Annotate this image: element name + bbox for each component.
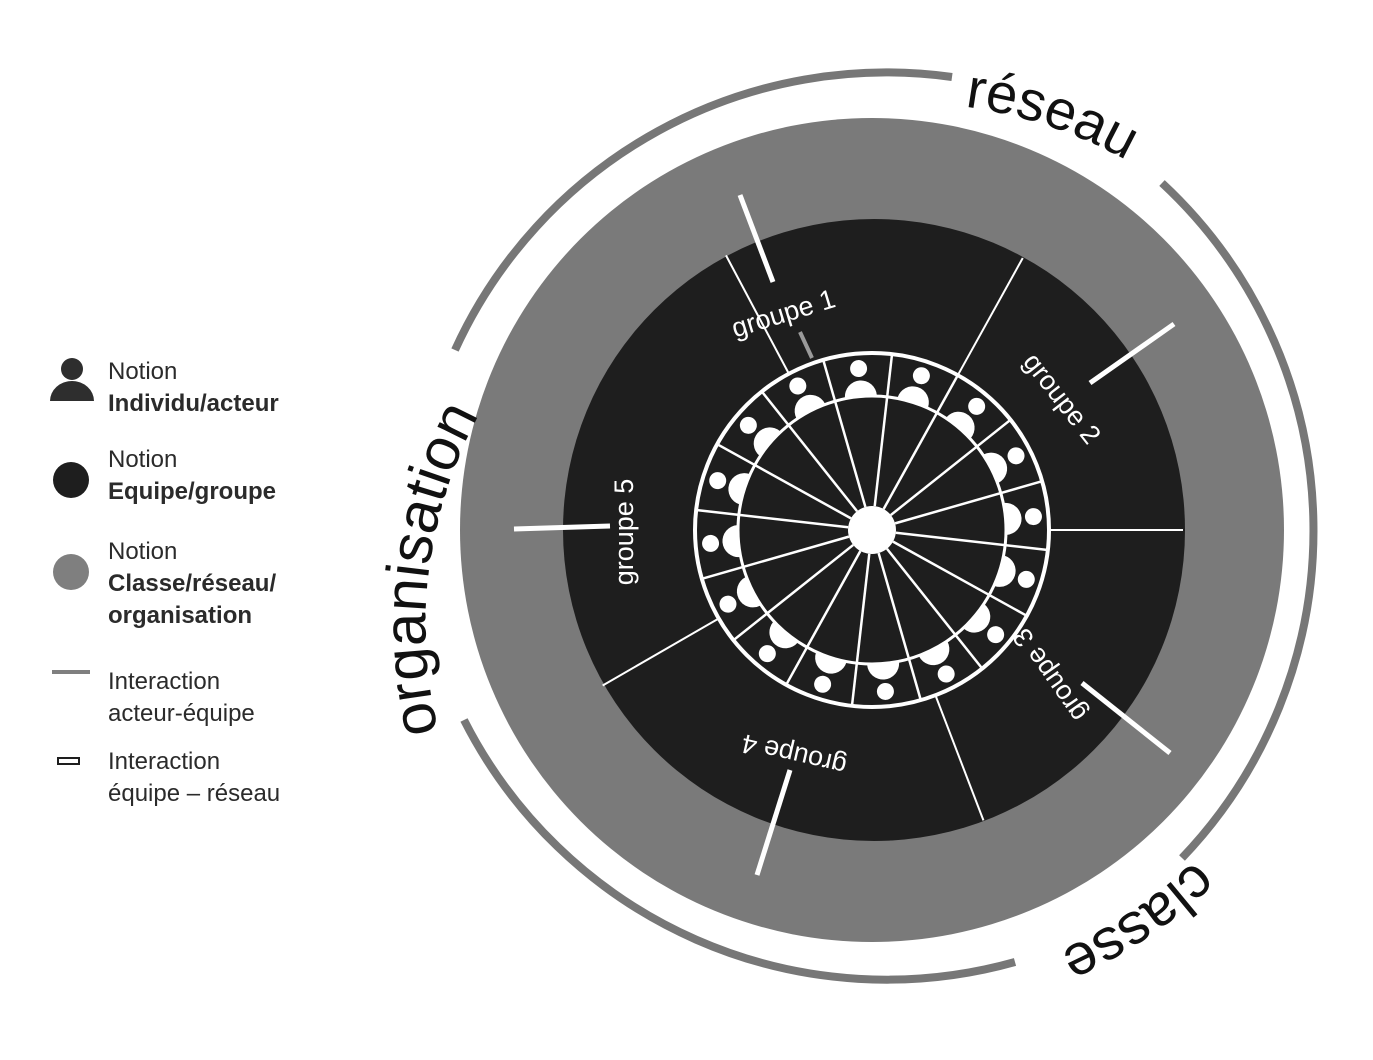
person-icon [758, 621, 798, 663]
interaction-bar-groupe-5 [513, 523, 611, 532]
person-icon [919, 641, 955, 683]
arc-reseau-right [1159, 180, 1318, 861]
legend-label: Interaction [108, 748, 221, 775]
wheel-spoke [850, 553, 871, 707]
legend-label: Interaction [108, 668, 221, 695]
legend-label: équipe – réseau [108, 780, 281, 807]
legend-label: Notion [108, 446, 178, 473]
wheel-spoke [701, 535, 850, 580]
outer-arcs [451, 68, 1318, 984]
wheel-spoke [885, 548, 984, 670]
interaction-acteur-equipe [798, 331, 814, 359]
person-icon [50, 358, 94, 401]
wheel-spoke [785, 550, 862, 686]
group-divider [602, 617, 720, 687]
wheel-spoke [890, 418, 1012, 517]
dark-circle-icon [53, 462, 89, 498]
individual-wheel-inner [736, 394, 1008, 666]
interaction-bar-groupe-3 [1080, 681, 1172, 755]
group-dividers [602, 254, 1183, 821]
legend-label-strong: Equipe/groupe [108, 478, 276, 505]
person-icon [709, 472, 750, 505]
wheel-hub [848, 506, 896, 554]
wheel-spoke [895, 531, 1049, 552]
legend-label: Notion [108, 358, 178, 385]
wheel-spoke [873, 353, 894, 507]
individuals [702, 360, 1042, 700]
gray-circle-icon [53, 554, 89, 590]
legend-label: acteur-équipe [108, 700, 255, 727]
group-divider [956, 257, 1024, 376]
person-icon [994, 555, 1035, 588]
wheel-spoke [732, 543, 854, 642]
legend-label: Notion [108, 538, 178, 565]
person-icon [719, 577, 761, 613]
wheel-spoke [716, 443, 852, 520]
wheel-spoke [822, 359, 867, 508]
person-icon [867, 662, 900, 700]
person-icon [789, 377, 825, 419]
wheel-spoke [894, 480, 1043, 525]
team-network-interactions [513, 194, 1176, 876]
wheel-spoke [877, 552, 922, 701]
wheel-spokes [695, 353, 1049, 707]
person-icon [963, 604, 1005, 644]
wheel-spoke [882, 374, 959, 510]
person-icon [702, 525, 740, 558]
interaction-bar-groupe-4 [754, 769, 793, 876]
gray-line-icon [52, 670, 90, 674]
group-divider [725, 254, 790, 375]
group-divider [934, 694, 985, 821]
legend-label-strong: Classe/réseau/ [108, 570, 277, 597]
legend-label-strong: Individu/acteur [108, 390, 279, 417]
wheel-spoke [695, 508, 849, 529]
person-icon [1004, 502, 1042, 535]
legend-label-strong: organisation [108, 602, 253, 629]
person-icon [814, 652, 847, 693]
person-icon [844, 360, 877, 398]
wheel-spoke [760, 390, 859, 512]
person-icon [946, 397, 986, 439]
person-icon [983, 447, 1025, 483]
person-icon [897, 367, 930, 408]
wheel-spoke [892, 540, 1028, 617]
arc-reseau-left [451, 68, 953, 352]
white-bar-icon [57, 757, 80, 765]
group-label-groupe-5: groupe 5 [609, 479, 639, 586]
interaction-bar-groupe-2 [1088, 321, 1176, 386]
person-icon [739, 416, 781, 456]
interaction-bar-groupe-1 [737, 194, 776, 283]
individual-wheel [693, 351, 1051, 709]
arc-classe [460, 718, 1017, 984]
